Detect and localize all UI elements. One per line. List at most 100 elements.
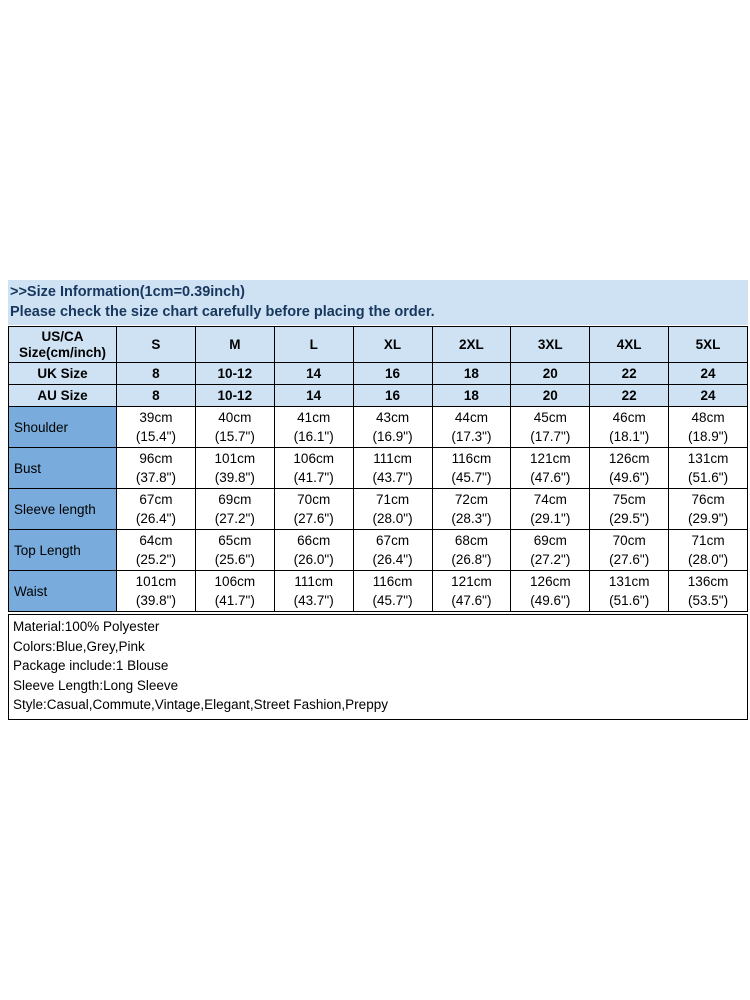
measurement-cell: 96cm (37.8") bbox=[116, 447, 196, 489]
measurement-cell: 126cm (49.6") bbox=[510, 570, 591, 612]
measurement-cell: 111cm (43.7") bbox=[352, 447, 433, 489]
measurement-inch: (39.8") bbox=[214, 470, 255, 485]
measurement-inch: (27.2") bbox=[214, 511, 255, 526]
detail-line: Material:100% Polyester bbox=[13, 619, 160, 634]
measurement-cm: 96cm bbox=[139, 451, 173, 466]
measurement-cm: 70cm bbox=[612, 533, 646, 548]
measurement-inch: (43.7") bbox=[372, 470, 413, 485]
measurement-inch: (29.1") bbox=[530, 511, 571, 526]
measurement-inch: (51.6") bbox=[609, 593, 650, 608]
size-cell: 18 bbox=[431, 384, 512, 407]
measurement-inch: (41.7") bbox=[214, 593, 255, 608]
measurement-cm: 69cm bbox=[533, 533, 567, 548]
measurement-cm: 39cm bbox=[139, 410, 173, 425]
size-info-banner: >>Size Information(1cm=0.39inch) Please … bbox=[8, 280, 748, 325]
measurement-cm: 71cm bbox=[691, 533, 725, 548]
measurement-cell: 101cm (39.8") bbox=[116, 570, 196, 612]
measurement-cell: 71cm (28.0") bbox=[668, 529, 748, 571]
measurement-cm: 40cm bbox=[218, 410, 252, 425]
size-cell: 20 bbox=[510, 362, 591, 385]
measurement-inch: (47.6") bbox=[530, 470, 571, 485]
measurement-inch: (27.6") bbox=[293, 511, 334, 526]
measurement-inch: (29.9") bbox=[688, 511, 729, 526]
measurement-cm: 121cm bbox=[451, 574, 492, 589]
measurement-inch: (16.9") bbox=[372, 429, 413, 444]
banner-line1: >>Size Information(1cm=0.39inch) bbox=[10, 284, 245, 300]
measurement-cm: 106cm bbox=[214, 574, 256, 589]
size-cell: 22 bbox=[589, 384, 670, 407]
measurement-row-label: Bust bbox=[8, 447, 117, 489]
measurement-inch: (51.6") bbox=[688, 470, 729, 485]
banner-line2: Please check the size chart carefully be… bbox=[10, 304, 435, 320]
measurement-cm: 106cm bbox=[293, 451, 334, 466]
size-row-label: AU Size bbox=[8, 384, 117, 407]
measurement-inch: (26.4") bbox=[372, 552, 413, 567]
measurement-cell: 67cm (26.4") bbox=[352, 529, 433, 571]
measurement-inch: (28.3") bbox=[451, 511, 492, 526]
measurement-cm: 121cm bbox=[530, 451, 571, 466]
measurement-cell: 71cm (28.0") bbox=[352, 488, 433, 530]
measurement-cell: 39cm (15.4") bbox=[116, 406, 196, 448]
measurement-cm: 67cm bbox=[139, 492, 173, 507]
size-cell: 24 bbox=[668, 384, 748, 407]
corner-header-line2: Size(cm/inch) bbox=[18, 344, 107, 360]
measurement-cell: 76cm (29.9") bbox=[668, 488, 748, 530]
measurement-inch: (27.6") bbox=[609, 552, 650, 567]
corner-header: US/CA Size(cm/inch) bbox=[8, 326, 117, 363]
measurement-cell: 101cm (39.8") bbox=[194, 447, 275, 489]
measurement-inch: (43.7") bbox=[293, 593, 334, 608]
measurement-inch: (27.2") bbox=[530, 552, 571, 567]
measurement-cell: 74cm (29.1") bbox=[510, 488, 591, 530]
measurement-cm: 111cm bbox=[294, 574, 333, 589]
measurement-inch: (17.3") bbox=[451, 429, 492, 444]
size-column-header: 4XL bbox=[589, 326, 670, 363]
measurement-cell: 106cm (41.7") bbox=[273, 447, 354, 489]
measurement-cell: 121cm (47.6") bbox=[431, 570, 512, 612]
product-details-box: Material:100% Polyester Colors:Blue,Grey,… bbox=[8, 614, 748, 720]
size-column-header: M bbox=[194, 326, 275, 363]
measurement-cm: 76cm bbox=[691, 492, 725, 507]
size-cell: 14 bbox=[273, 362, 354, 385]
measurement-inch: (15.7") bbox=[214, 429, 255, 444]
measurement-row: Waist 101cm (39.8") 106cm (41.7") 111cm (43.7"… bbox=[8, 570, 748, 612]
measurement-cell: 70cm (27.6") bbox=[273, 488, 354, 530]
measurement-cell: 111cm (43.7") bbox=[273, 570, 354, 612]
size-row: AU Size 8 10-12 14 16 18 20 22 24 bbox=[8, 384, 748, 407]
measurement-cell: 45cm (17.7") bbox=[510, 406, 591, 448]
measurement-cm: 126cm bbox=[530, 574, 571, 589]
detail-line: Style:Casual,Commute,Vintage,Elegant,Str… bbox=[13, 697, 388, 712]
measurement-inch: (29.5") bbox=[609, 511, 650, 526]
measurement-cm: 111cm bbox=[373, 451, 412, 466]
measurement-cm: 69cm bbox=[218, 492, 252, 507]
measurement-cm: 44cm bbox=[454, 410, 488, 425]
detail-line: Sleeve Length:Long Sleeve bbox=[13, 677, 179, 693]
measurement-cell: 116cm (45.7") bbox=[352, 570, 433, 612]
size-column-header: 2XL bbox=[431, 326, 512, 363]
corner-header-line1: US/CA bbox=[41, 328, 84, 344]
measurement-cm: 48cm bbox=[691, 410, 725, 425]
measurement-inch: (25.2") bbox=[135, 552, 176, 567]
measurement-inch: (26.4") bbox=[135, 511, 176, 526]
measurement-cell: 136cm (53.5") bbox=[668, 570, 748, 612]
measurement-cell: 40cm (15.7") bbox=[194, 406, 275, 448]
measurement-cell: 72cm (28.3") bbox=[431, 488, 512, 530]
measurement-cell: 121cm (47.6") bbox=[510, 447, 591, 489]
measurement-cell: 43cm (16.9") bbox=[352, 406, 433, 448]
measurement-cell: 126cm (49.6") bbox=[589, 447, 670, 489]
size-cell: 22 bbox=[589, 362, 670, 385]
measurement-inch: (49.6") bbox=[530, 593, 571, 608]
measurement-cm: 71cm bbox=[376, 492, 410, 507]
measurement-cell: 65cm (25.6") bbox=[194, 529, 275, 571]
measurement-cm: 101cm bbox=[214, 451, 256, 466]
size-row: UK Size 8 10-12 14 16 18 20 22 24 bbox=[8, 362, 748, 385]
measurement-row: Sleeve length 67cm (26.4") 69cm (27.2") 70cm (… bbox=[8, 488, 748, 530]
measurement-inch: (26.0") bbox=[293, 552, 334, 567]
size-column-header: XL bbox=[352, 326, 433, 363]
measurement-inch: (18.9") bbox=[688, 429, 729, 444]
size-cell: 20 bbox=[510, 384, 591, 407]
measurement-inch: (28.0") bbox=[372, 511, 413, 526]
size-cell: 16 bbox=[352, 362, 433, 385]
measurement-cell: 68cm (26.8") bbox=[431, 529, 512, 571]
measurement-row-label: Shoulder bbox=[8, 406, 117, 448]
measurement-cm: 72cm bbox=[454, 492, 488, 507]
